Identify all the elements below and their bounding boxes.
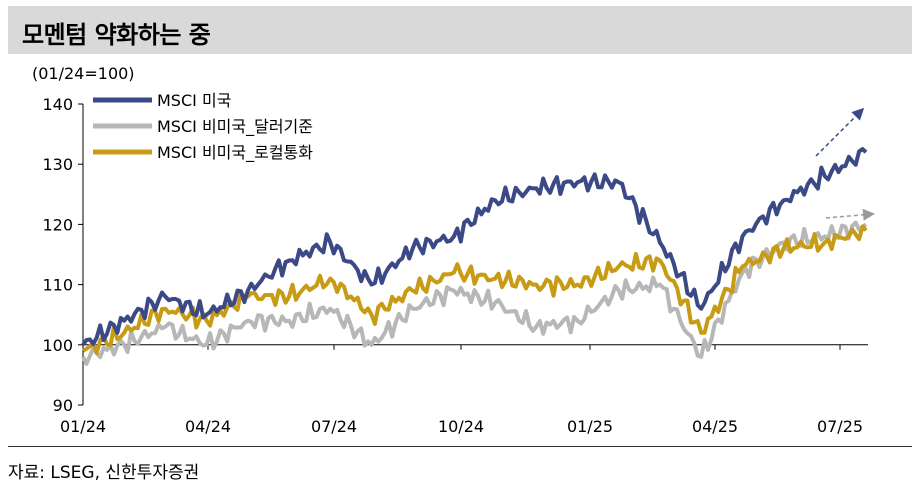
x-tick-label: 01/24 xyxy=(60,417,106,436)
bottom-rule xyxy=(8,446,912,447)
x-tick-label: 04/24 xyxy=(185,417,231,436)
legend-entry: MSCI 비미국_달러기준 xyxy=(157,117,313,137)
title-bar: 모멘텀 약화하는 중 xyxy=(8,6,912,54)
y-tick-label: 110 xyxy=(42,276,73,295)
y-tick-label: 120 xyxy=(42,215,73,234)
up-arrow-nonus xyxy=(825,208,875,221)
page-title: 모멘텀 약화하는 중 xyxy=(22,21,211,49)
chart-legend: MSCI 미국 MSCI 비미국_달러기준 MSCI 비미국_로컬통화 xyxy=(93,91,313,163)
y-tick-label: 100 xyxy=(42,336,73,355)
source-note: 자료: LSEG, 신한투자증권 xyxy=(8,463,200,483)
series-line-2 xyxy=(81,220,868,366)
x-tick-label: 01/25 xyxy=(567,417,613,436)
legend-entry: MSCI 미국 xyxy=(157,91,231,110)
series-line-3 xyxy=(82,224,868,355)
chart-axes: 90 100 110 120 130 140 01/24 04/24 07/24 10/24 01/… xyxy=(42,95,868,436)
chart-annotations xyxy=(815,107,875,221)
y-tick-label: 90 xyxy=(53,396,73,415)
chart-lines xyxy=(81,147,868,366)
up-arrow-us xyxy=(815,107,865,157)
x-tick-label: 04/25 xyxy=(692,417,738,436)
y-tick-label: 140 xyxy=(42,95,73,114)
series-line-1 xyxy=(81,147,868,346)
x-tick-label: 07/24 xyxy=(311,417,357,436)
x-tick-label: 10/24 xyxy=(438,417,484,436)
y-tick-label: 130 xyxy=(42,155,73,174)
legend-entry: MSCI 비미국_로컬통화 xyxy=(157,143,313,163)
x-tick-label: 07/25 xyxy=(817,417,863,436)
unit-label: (01/24=100) xyxy=(32,64,135,83)
